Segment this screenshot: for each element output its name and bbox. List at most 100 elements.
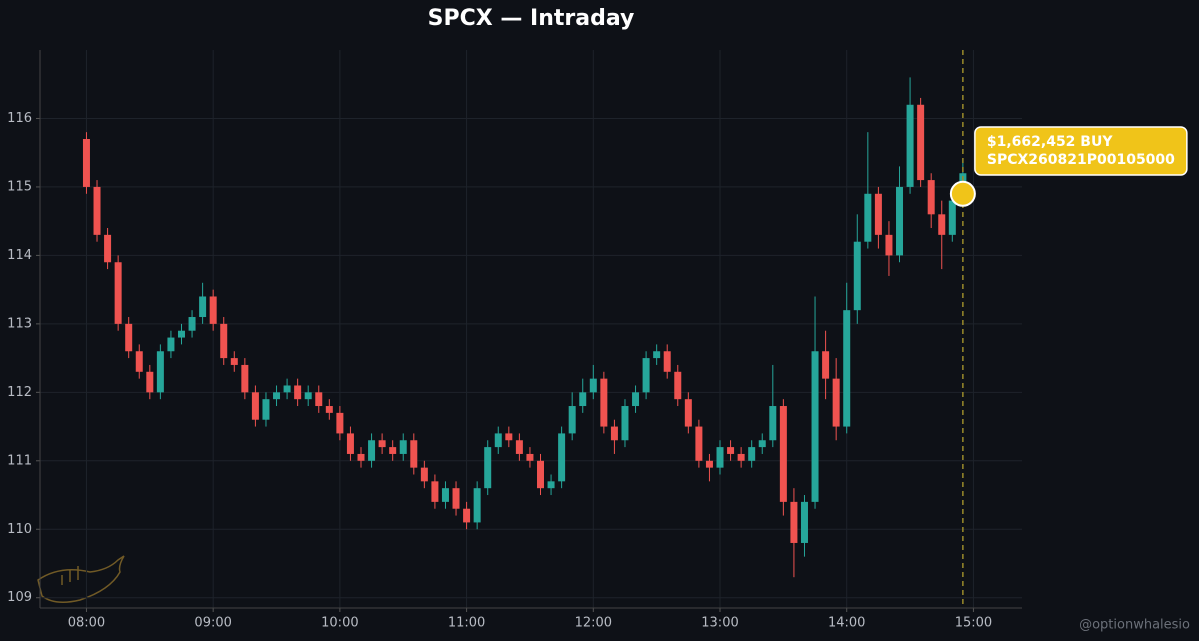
candle-body [294, 385, 302, 400]
candle-body [452, 488, 460, 509]
candle-body [199, 296, 207, 318]
candle-body [515, 440, 523, 454]
annotation-text: $1,662,452 BUY [987, 134, 1113, 150]
whale-logo [37, 555, 125, 603]
x-tick-label: 14:00 [828, 616, 865, 631]
candle-body [273, 392, 281, 400]
candle-body [156, 351, 164, 393]
candle-body [853, 241, 861, 311]
candle-body [336, 412, 344, 434]
candle-body [146, 371, 154, 393]
candle-body [790, 501, 798, 543]
candle-body [874, 193, 882, 235]
y-tick-label: 116 [7, 111, 32, 126]
candle-body [526, 453, 534, 461]
candle-body [906, 104, 914, 187]
candle-body [642, 358, 650, 393]
candle-body [716, 447, 724, 468]
y-tick-label: 113 [7, 316, 32, 331]
candle-body [93, 186, 101, 235]
y-tick-label: 115 [7, 179, 32, 194]
candle-body [769, 406, 777, 441]
candle-body [220, 323, 228, 359]
x-tick-label: 15:00 [955, 616, 992, 631]
y-tick-label: 114 [7, 248, 32, 263]
candle-body [283, 385, 291, 393]
candle-body [748, 447, 756, 461]
candle-body [399, 440, 407, 454]
candle-body [896, 186, 904, 256]
candle-body [484, 447, 492, 489]
candle-body [346, 433, 354, 454]
candle-body [663, 351, 671, 372]
candle-body [230, 358, 238, 365]
candle-body [241, 364, 249, 393]
candle-body [632, 392, 640, 407]
candle-body [705, 460, 713, 468]
candle-body [251, 392, 259, 420]
y-tick-label: 111 [7, 453, 32, 468]
candle-body [177, 330, 185, 338]
candle-body [758, 440, 766, 448]
candle-body [420, 467, 428, 482]
candle-body [811, 351, 819, 502]
candle-body [125, 323, 133, 352]
candle-body [188, 317, 196, 331]
x-tick-label: 12:00 [575, 616, 612, 631]
x-tick-label: 10:00 [321, 616, 358, 631]
candle-body [114, 262, 122, 324]
candle-body [917, 104, 925, 181]
candle-body [885, 234, 893, 256]
candle-body [505, 433, 513, 441]
candle-body [864, 193, 872, 242]
candle-body [589, 378, 597, 393]
candle-body [135, 351, 143, 372]
candle-body [800, 501, 808, 543]
candle-body [494, 433, 502, 448]
candle-body [568, 406, 576, 434]
candle-body [600, 378, 608, 427]
candle-body [304, 392, 312, 400]
candle-body [579, 392, 587, 407]
candle-body [684, 399, 692, 427]
candle-body [463, 508, 471, 523]
candle-body [104, 234, 112, 263]
candle-body [209, 296, 217, 324]
y-tick-label: 110 [7, 522, 32, 537]
candle-body [737, 453, 745, 461]
annotation-text: SPCX260821P00105000 [987, 152, 1175, 168]
annotation-box [974, 126, 1188, 176]
x-tick-label: 11:00 [448, 616, 485, 631]
chart-title: SPCX — Intraday [428, 6, 635, 31]
candle-body [610, 426, 618, 441]
candle-body [558, 433, 566, 482]
candle-body [822, 351, 830, 379]
candle-body [315, 392, 323, 407]
candles [82, 77, 967, 578]
candle-body [167, 337, 175, 352]
candle-body [727, 447, 735, 454]
candle-body [653, 351, 661, 359]
candle-body [378, 440, 386, 448]
candle-body [441, 488, 449, 502]
candle-body [779, 406, 787, 502]
candle-body [537, 460, 545, 489]
candle-body [389, 447, 397, 454]
candle-body [547, 481, 555, 489]
y-tick-label: 112 [7, 385, 32, 400]
candle-body [948, 200, 956, 235]
credit: @optionwhalesio [1079, 618, 1190, 633]
candle-body [82, 139, 90, 187]
candle-body [832, 378, 840, 427]
candle-body [368, 440, 376, 461]
candle-body [325, 406, 333, 413]
annotation-dot [949, 180, 976, 207]
candle-body [843, 310, 851, 427]
candle-body [674, 371, 682, 400]
candle-body [410, 440, 418, 468]
x-tick-label: 13:00 [701, 616, 738, 631]
candle-body [927, 180, 935, 215]
candle-body [621, 406, 629, 441]
y-tick-label: 109 [7, 590, 32, 605]
candle-body [473, 488, 481, 523]
